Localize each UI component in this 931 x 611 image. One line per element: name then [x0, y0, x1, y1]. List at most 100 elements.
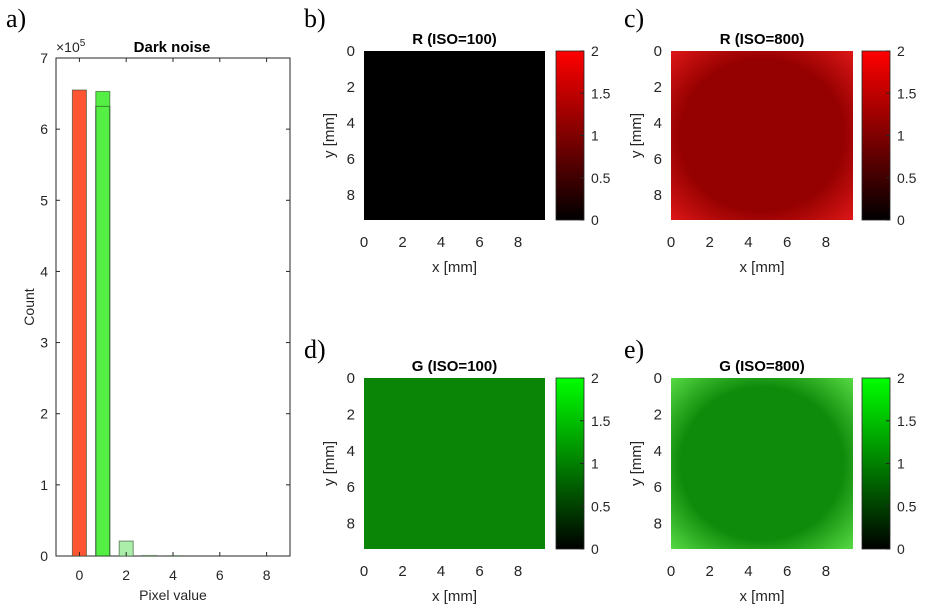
heatmap-title-r-iso800: R (ISO=800) — [720, 31, 805, 48]
histogram-bar-r-0 — [71, 89, 87, 557]
colorbar-tick-label: 1 — [897, 128, 905, 144]
heatmap-x-tick-label: 8 — [822, 234, 830, 251]
histogram-xlabel: Pixel value — [139, 587, 207, 603]
heatmap-x-tick-label: 0 — [667, 563, 675, 580]
heatmap-y-tick-label: 2 — [654, 79, 662, 96]
panel-letter-b: b) — [304, 4, 326, 33]
heatmap-x-tick-label: 4 — [744, 563, 752, 580]
heatmap-image-g-iso100 — [364, 378, 545, 549]
colorbar-tick-label: 1 — [591, 456, 599, 472]
heatmap-y-tick-label: 2 — [347, 79, 355, 96]
heatmap-image-r-iso800 — [671, 51, 853, 220]
colorbar-tick-label: 1 — [897, 456, 905, 472]
colorbar-tick-label: 1.5 — [591, 85, 611, 101]
histogram-x-tick-label: 2 — [122, 567, 130, 583]
heatmap-ylabel-r-iso100: y [mm] — [321, 113, 338, 158]
histogram-ylabel: Count — [21, 288, 37, 325]
colorbar-tick-label: 2 — [897, 370, 905, 386]
colorbar-g-iso100 — [555, 377, 585, 550]
heatmap-y-tick-label: 8 — [347, 187, 355, 204]
heatmap-title-g-iso100: G (ISO=100) — [412, 358, 497, 375]
heatmap-x-tick-label: 8 — [514, 563, 522, 580]
heatmap-title-g-iso800: G (ISO=800) — [719, 358, 804, 375]
colorbar-tick-label: 2 — [591, 370, 599, 386]
histogram-x-tick-label: 4 — [169, 567, 177, 583]
histogram-title: Dark noise — [134, 39, 211, 56]
heatmap-y-tick-label: 6 — [347, 151, 355, 168]
histogram-y-exponent: ×105 — [56, 38, 86, 55]
heatmap-y-tick-label: 0 — [347, 43, 355, 60]
colorbar-tick-label: 0 — [591, 541, 599, 557]
histogram-y-tick-label: 7 — [40, 50, 48, 66]
heatmap-y-tick-label: 6 — [654, 479, 662, 496]
heatmap-x-tick-label: 8 — [514, 234, 522, 251]
colorbar-tick-label: 0.5 — [591, 498, 611, 514]
histogram-y-tick-label: 6 — [40, 121, 48, 137]
colorbar-tick-label: 0 — [897, 212, 905, 228]
histogram-y-tick-label: 4 — [40, 263, 48, 279]
heatmap-x-tick-label: 6 — [475, 563, 483, 580]
colorbar-r-iso800 — [861, 50, 891, 221]
heatmap-y-tick-label: 2 — [347, 406, 355, 423]
heatmap-x-tick-label: 2 — [706, 234, 714, 251]
heatmap-x-tick-label: 6 — [475, 234, 483, 251]
heatmap-x-tick-label: 4 — [437, 234, 445, 251]
heatmap-y-tick-label: 8 — [654, 516, 662, 533]
heatmap-x-tick-label: 6 — [783, 563, 791, 580]
heatmap-y-tick-label: 6 — [654, 151, 662, 168]
panel-letter-a: a) — [6, 4, 26, 33]
panel-letter-c: c) — [624, 4, 644, 33]
heatmap-x-tick-label: 4 — [437, 563, 445, 580]
panel-letter-e: e) — [624, 335, 644, 364]
colorbar-tick-label: 2 — [591, 43, 599, 59]
heatmap-xlabel-g-iso800: x [mm] — [740, 588, 785, 605]
heatmap-x-tick-label: 8 — [822, 563, 830, 580]
heatmap-x-tick-label: 2 — [706, 563, 714, 580]
histogram-bar-g-lower-level--1 — [95, 105, 111, 557]
heatmap-x-tick-label: 0 — [360, 234, 368, 251]
histogram-y-tick-label: 5 — [40, 192, 48, 208]
heatmap-y-tick-label: 4 — [654, 443, 662, 460]
colorbar-tick-label: 1.5 — [591, 413, 611, 429]
heatmap-image-g-iso800 — [671, 378, 853, 549]
heatmap-y-tick-label: 4 — [347, 443, 355, 460]
colorbar-tick-label: 0.5 — [897, 170, 917, 186]
heatmap-x-tick-label: 0 — [360, 563, 368, 580]
heatmap-y-tick-label: 6 — [347, 479, 355, 496]
heatmap-xlabel-r-iso800: x [mm] — [740, 259, 785, 276]
histogram-y-tick-label: 2 — [40, 406, 48, 422]
colorbar-g-iso800 — [861, 377, 891, 550]
colorbar-tick-label: 2 — [897, 43, 905, 59]
colorbar-tick-label: 0.5 — [897, 498, 917, 514]
histogram-y-tick-label: 1 — [40, 477, 48, 493]
colorbar-tick-label: 1.5 — [897, 413, 917, 429]
histogram-x-tick-label: 6 — [216, 567, 224, 583]
histogram-y-tick-label: 3 — [40, 335, 48, 351]
heatmap-x-tick-label: 4 — [744, 234, 752, 251]
panel-letter-d: d) — [304, 335, 326, 364]
heatmap-y-tick-label: 8 — [654, 187, 662, 204]
histogram-y-exponent-power: 5 — [80, 38, 86, 49]
histogram-x-tick-label: 0 — [76, 567, 84, 583]
colorbar-r-iso100 — [555, 50, 585, 221]
histogram-y-tick-label: 0 — [40, 548, 48, 564]
heatmap-y-tick-label: 4 — [347, 115, 355, 132]
heatmap-y-tick-label: 0 — [347, 370, 355, 387]
heatmap-y-tick-label: 4 — [654, 115, 662, 132]
heatmap-x-tick-label: 2 — [398, 563, 406, 580]
histogram-x-tick-label: 8 — [263, 567, 271, 583]
heatmap-ylabel-r-iso800: y [mm] — [628, 113, 645, 158]
heatmap-y-tick-label: 2 — [654, 406, 662, 423]
colorbar-tick-label: 1.5 — [897, 85, 917, 101]
heatmap-x-tick-label: 2 — [398, 234, 406, 251]
heatmap-image-r-iso100 — [364, 51, 545, 220]
colorbar-tick-label: 0 — [897, 541, 905, 557]
heatmap-ylabel-g-iso800: y [mm] — [628, 441, 645, 486]
heatmap-x-tick-label: 6 — [783, 234, 791, 251]
colorbar-tick-label: 0.5 — [591, 170, 611, 186]
colorbar-tick-label: 0 — [591, 212, 599, 228]
heatmap-y-tick-label: 0 — [654, 370, 662, 387]
heatmap-xlabel-g-iso100: x [mm] — [432, 588, 477, 605]
colorbar-tick-label: 1 — [591, 128, 599, 144]
